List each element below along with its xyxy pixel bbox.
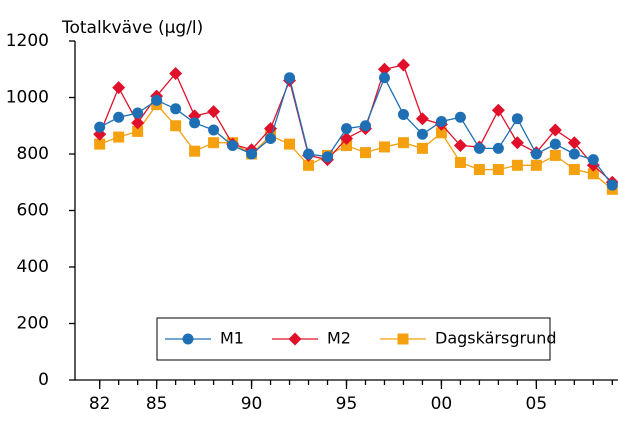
marker [208,137,220,149]
marker [359,120,371,132]
y-tick-label: 600 [17,201,49,221]
legend-marker [182,333,194,345]
marker [303,148,315,160]
y-tick-label: 0 [38,370,49,390]
x-tick-label: 90 [241,394,263,414]
marker [587,168,599,180]
marker [377,62,391,76]
y-tick-label: 800 [17,144,49,164]
marker [208,124,220,136]
x-tick-label: 82 [89,394,111,414]
marker [378,141,390,153]
legend-marker [288,332,302,346]
series-line [99,64,613,183]
y-tick-label: 400 [17,257,49,277]
marker [284,72,296,84]
marker [492,142,504,154]
marker [606,179,618,191]
y-tick-label: 1000 [6,88,49,108]
marker [549,138,561,150]
marker [303,159,315,171]
marker [284,138,296,150]
x-tick-label: 95 [336,394,358,414]
marker [207,105,221,119]
legend-label: M1 [220,329,244,348]
marker [169,66,183,80]
marker [453,139,467,153]
marker [322,151,334,163]
marker [227,140,239,152]
marker [549,149,561,161]
marker [112,81,126,95]
marker [435,116,447,128]
marker [511,113,523,125]
marker [341,140,352,152]
marker [113,111,125,123]
marker [131,116,145,130]
legend-marker [397,333,409,345]
marker [170,120,182,132]
marker [416,142,428,154]
marker [94,138,106,150]
marker [454,111,466,123]
y-tick-label: 1200 [6,31,49,51]
marker [415,112,429,126]
marker [132,107,144,119]
marker [568,164,580,176]
marker [396,58,410,72]
marker [397,137,409,149]
marker [359,147,371,159]
marker [548,123,562,137]
legend-label: Dagskärsgrund [435,329,557,348]
marker [530,148,542,160]
marker [567,136,581,150]
marker [530,159,542,171]
chart-title: Totalkväve (µg/l) [61,18,203,38]
marker [341,123,352,135]
marker [492,164,504,176]
marker [510,136,524,150]
y-tick-label: 200 [17,314,49,334]
marker [94,121,106,133]
marker [246,148,258,160]
marker [340,131,353,145]
x-tick-label: 05 [526,394,548,414]
marker [189,145,201,157]
marker [264,122,278,136]
legend-label: M2 [327,329,351,348]
marker [435,127,447,139]
marker [511,159,523,171]
x-tick-label: 00 [431,394,453,414]
marker [265,132,277,144]
marker [189,117,201,129]
marker [587,154,599,166]
marker [568,148,580,160]
marker [132,125,144,137]
legend-box [156,317,551,361]
marker [454,156,466,168]
marker [151,94,163,106]
marker [473,164,485,176]
marker [491,103,505,117]
marker [416,128,428,140]
x-tick-label: 85 [146,394,168,414]
series-line [99,103,613,190]
marker [378,72,390,84]
marker [113,131,125,143]
series-line [99,75,613,186]
marker [473,142,485,154]
marker [397,108,409,120]
marker [170,103,182,115]
